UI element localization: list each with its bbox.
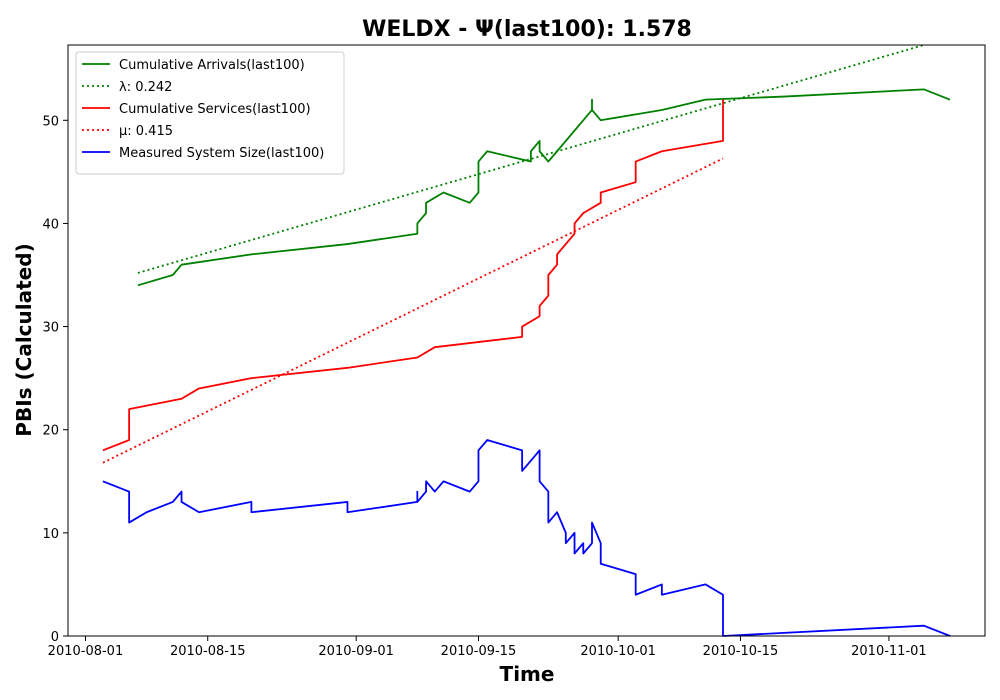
series-line-cumulative-services-last100: [102, 99, 724, 452]
series-line-0-415: [102, 157, 724, 464]
axes: 2010-08-01 2010-08-15 2010-09-01 2010-09-15…: [42, 44, 986, 659]
legend-box: [75, 51, 345, 175]
x-tick-label: 2010-10-15: [703, 644, 779, 659]
y-tick-label: 50: [42, 114, 59, 129]
x-tick-label: 2010-09-15: [441, 644, 517, 659]
legend-label: Cumulative Arrivals(last100): [119, 58, 305, 73]
y-tick-label: 30: [42, 321, 59, 336]
series-line-cumulative-arrivals-last100: [137, 88, 951, 287]
x-tick-label: 2010-09-01: [318, 644, 394, 659]
x-axis-title: Time: [500, 662, 555, 686]
y-tick-label: 10: [42, 527, 59, 542]
series-line-measured-system-size-last100: [102, 439, 951, 637]
legend-label: Cumulative Services(last100): [119, 102, 311, 117]
chart-title: WELDX - Ψ(last100): 1.578: [362, 17, 692, 42]
plot-area: [102, 44, 951, 637]
x-tick-label: 2010-10-01: [580, 644, 656, 659]
legend-label: Measured System Size(last100): [119, 146, 324, 161]
series-line-0-242: [137, 44, 925, 274]
x-tick-label: 2010-08-15: [170, 644, 246, 659]
y-tick-label: 0: [51, 630, 59, 645]
y-tick-label: 40: [42, 217, 59, 232]
legend: Cumulative Arrivals(last100) λ: 0.242 Cumu…: [75, 51, 345, 175]
y-axis-title: PBIs (Calculated): [12, 243, 36, 436]
plot-frame: [67, 44, 986, 637]
y-tick-label: 20: [42, 424, 59, 439]
legend-label: μ: 0.415: [119, 124, 173, 139]
x-tick-label: 2010-08-01: [48, 644, 124, 659]
x-tick-label: 2010-11-01: [851, 644, 927, 659]
legend-label: λ: 0.242: [119, 80, 172, 95]
